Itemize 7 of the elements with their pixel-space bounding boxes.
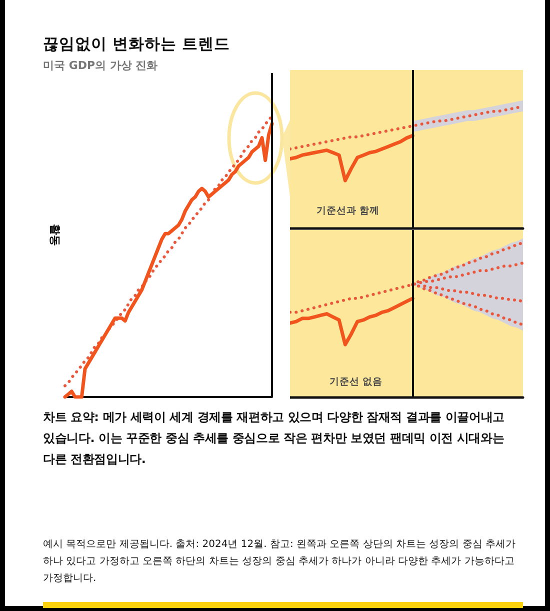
text: 예시 목적으로만 제공됩니다. 출처: 2024년 12월. 참고: 왼쪽과 오른쪽 상단의 차트는 성장의 중심 추세가 하나 있다고 가정하고 오른쪽 하단의 차트는 성장의 중심 추세가 하나가 아니라 다양한 추세가 가능하다고 가정합니다. bbox=[43, 538, 517, 586]
annotation: 기준선과 함께 bbox=[316, 206, 380, 216]
chart-title: 끊임없이 변화하는 트렌드 bbox=[43, 35, 230, 53]
chart-subtitle: 미국 GDP의 가상 진화 bbox=[43, 59, 158, 72]
annotation: 기준선 없음 bbox=[329, 376, 383, 388]
text: 차트 요약: 메가 세력이 세계 경제를 재편하고 있으며 다양한 잠재적 결과를 이끌어내고 있습니다. 이는 꾸준한 중심 추세를 중심으로 작은 편차만 보였던 팬데믹 이전 시대와는 다른 전환점입니다. bbox=[43, 409, 506, 468]
y-axis-title: 활동 bbox=[48, 224, 62, 246]
